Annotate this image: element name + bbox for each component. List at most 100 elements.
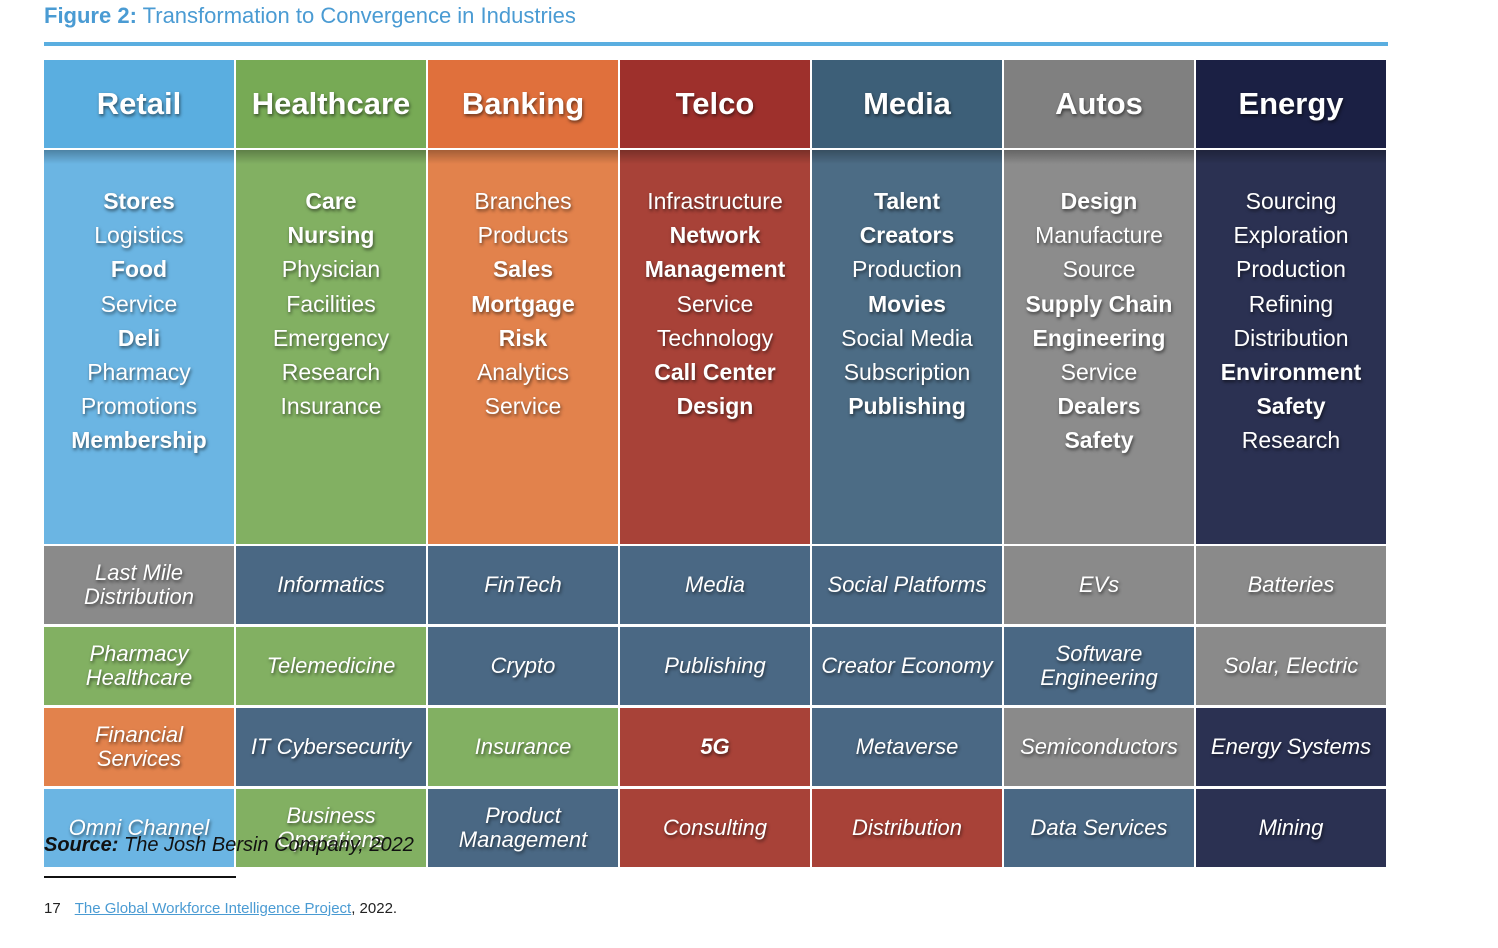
column-retail-items: Stores Logistics Food Service Deli Pharmacy Pr… — [44, 150, 234, 544]
header-energy: Energy — [1196, 60, 1386, 148]
industry-item: Risk — [498, 324, 548, 351]
convergence-cell: EVs — [1004, 546, 1194, 624]
header-media: Media — [812, 60, 1002, 148]
header-healthcare: Healthcare — [236, 60, 426, 148]
convergence-cell: Business Operations — [236, 789, 426, 867]
convergence-cell: Creator Economy — [812, 627, 1002, 705]
industry-item: Dealers — [1057, 393, 1141, 420]
industry-item: Insurance — [280, 393, 382, 420]
convergence-cell: FinTech — [428, 546, 618, 624]
industry-item: Movies — [868, 290, 946, 317]
industry-item: Membership — [71, 427, 207, 454]
source-text: The Josh Bersin Company, 2022 — [124, 834, 414, 856]
industry-item: Sales — [492, 256, 554, 283]
industry-item: Products — [477, 222, 569, 249]
convergence-cell: Media — [620, 546, 810, 624]
industry-item: Design — [1060, 188, 1138, 214]
column-energy-items: Sourcing Exploration Production Refining Dis… — [1196, 150, 1386, 544]
industry-item: Engineering — [1032, 324, 1166, 351]
industry-item: Environment — [1220, 359, 1362, 386]
industry-item: Promotions — [80, 393, 198, 420]
industry-item: Production — [852, 256, 962, 283]
industry-item: Network — [669, 222, 761, 249]
industry-item: Exploration — [1233, 222, 1349, 249]
industry-item: Safety — [1256, 393, 1326, 420]
industry-item: Research — [281, 359, 381, 386]
industry-item: Nursing — [287, 222, 375, 249]
convergence-cell: Energy Systems — [1196, 708, 1386, 786]
header-banking: Banking — [428, 60, 618, 148]
industry-item: Physician — [281, 256, 381, 283]
industry-item: Research — [1241, 427, 1341, 454]
convergence-cell: Solar, Electric — [1196, 627, 1386, 705]
industry-item: Facilities — [286, 290, 376, 317]
convergence-cell: Crypto — [428, 627, 618, 705]
industry-item: Sourcing — [1245, 188, 1337, 214]
header-retail: Retail — [44, 60, 234, 148]
convergence-cell: Pharmacy Healthcare — [44, 627, 234, 705]
industry-item: Service — [1060, 359, 1138, 386]
industry-item: Call Center — [654, 359, 776, 386]
footnote-number: 17 — [44, 900, 61, 917]
column-telco-items: Infrastructure Network Management Service Te… — [620, 150, 810, 544]
convergence-cell: Batteries — [1196, 546, 1386, 624]
industry-item: Technology — [656, 324, 774, 351]
convergence-cell: Social Platforms — [812, 546, 1002, 624]
figure-caption: Transformation to Convergence in Industr… — [142, 3, 576, 28]
industry-item: Infrastructure — [647, 188, 783, 214]
industry-item: Emergency — [272, 324, 390, 351]
industry-item: Pharmacy — [87, 359, 191, 386]
convergence-cell: Product Management — [428, 789, 618, 867]
header-autos: Autos — [1004, 60, 1194, 148]
figure-title: Figure 2: Transformation to Convergence … — [44, 3, 576, 29]
convergence-cell: 5G — [620, 708, 810, 786]
industry-item: Mortgage — [471, 290, 575, 317]
industry-item: Refining — [1248, 290, 1334, 317]
column-healthcare-items: Care Nursing Physician Facilities Emergency R… — [236, 150, 426, 544]
industry-item: Service — [484, 393, 562, 420]
figure-label: Figure 2: — [44, 3, 137, 28]
convergence-cell: Omni Channel — [44, 789, 234, 867]
industry-item: Management — [644, 256, 786, 283]
source-label: Source: — [44, 834, 119, 856]
convergence-cell: Publishing — [620, 627, 810, 705]
industry-item: Deli — [117, 324, 161, 351]
column-media-items: Talent Creators Production Movies Social Med… — [812, 150, 1002, 544]
header-telco: Telco — [620, 60, 810, 148]
source-line: Source: The Josh Bersin Company, 2022 — [44, 834, 414, 857]
industry-item: Talent — [873, 188, 941, 214]
footnote-suffix: , 2022. — [351, 900, 398, 917]
convergence-cell: Financial Services — [44, 708, 234, 786]
convergence-cell: IT Cybersecurity — [236, 708, 426, 786]
industry-item: Safety — [1064, 427, 1134, 454]
convergence-grid: Retail Stores Logistics Food Service Deli Phar… — [44, 60, 1388, 867]
industry-item: Service — [676, 290, 754, 317]
industry-item: Branches — [474, 188, 572, 214]
convergence-cell: Semiconductors — [1004, 708, 1194, 786]
convergence-cell: Data Services — [1004, 789, 1194, 867]
industry-item: Social Media — [841, 324, 973, 351]
convergence-cell: Informatics — [236, 546, 426, 624]
industry-item: Logistics — [94, 222, 184, 249]
industry-item: Manufacture — [1035, 222, 1163, 249]
convergence-cell: Consulting — [620, 789, 810, 867]
industry-item: Care — [305, 188, 357, 214]
industry-item: Food — [110, 256, 168, 283]
industry-item: Supply Chain — [1025, 290, 1173, 317]
industry-item: Distribution — [1233, 324, 1349, 351]
industry-item: Analytics — [476, 359, 570, 386]
title-rule — [44, 42, 1388, 46]
industry-item: Source — [1062, 256, 1136, 283]
column-autos-items: Design Manufacture Source Supply Chain Engin… — [1004, 150, 1194, 544]
convergence-cell: Telemedicine — [236, 627, 426, 705]
industry-item: Publishing — [848, 393, 966, 420]
convergence-cell: Insurance — [428, 708, 618, 786]
footnote-link[interactable]: The Global Workforce Intelligence Projec… — [74, 900, 352, 917]
industry-item: Service — [100, 290, 178, 317]
industry-item: Subscription — [843, 359, 971, 386]
industry-item: Production — [1236, 256, 1346, 283]
industry-item: Stores — [103, 188, 175, 214]
footnote-rule — [44, 876, 236, 878]
footnote: 17 The Global Workforce Intelligence Proj… — [44, 900, 397, 917]
convergence-cell: Metaverse — [812, 708, 1002, 786]
